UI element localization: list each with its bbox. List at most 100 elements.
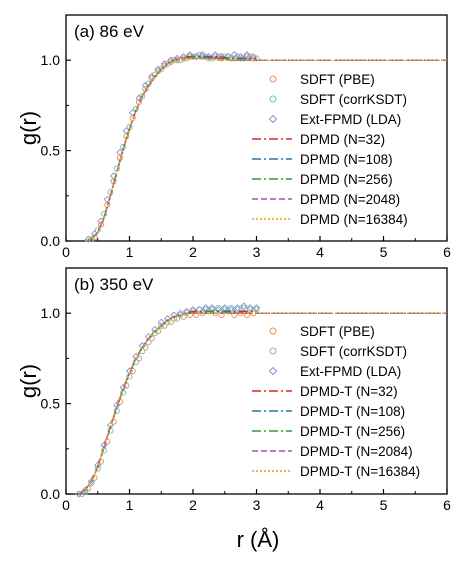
legend-item: DPMD-T (N=256) bbox=[252, 424, 405, 439]
data-point bbox=[158, 322, 165, 329]
y-tick-label: 1.0 bbox=[41, 52, 61, 68]
data-point bbox=[215, 304, 222, 311]
legend-label: DPMD-T (N=256) bbox=[300, 424, 405, 439]
legend-label: SDFT (corrKSDT) bbox=[300, 344, 407, 359]
x-tick-label: 0 bbox=[62, 244, 70, 260]
data-point bbox=[205, 52, 213, 61]
y-tick-label: 0.5 bbox=[41, 143, 61, 159]
data-point bbox=[240, 302, 248, 310]
legend-label: Ext-FPMD (LDA) bbox=[300, 364, 401, 379]
legend-label: Ext-FPMD (LDA) bbox=[300, 112, 401, 127]
legend-item: DPMD-T (N=32) bbox=[252, 384, 398, 399]
data-point bbox=[129, 108, 137, 117]
legend-marker bbox=[269, 95, 277, 103]
legend-item: SDFT (corrKSDT) bbox=[269, 344, 407, 359]
legend-label: DPMD-T (N=2084) bbox=[300, 444, 413, 459]
legend-item: Ext-FPMD (LDA) bbox=[268, 364, 401, 379]
legend-item: DPMD-T (N=2084) bbox=[252, 444, 413, 459]
x-tick-label: 5 bbox=[380, 244, 388, 260]
series bbox=[82, 304, 260, 496]
y-tick-label: 0.0 bbox=[41, 233, 61, 249]
series-line bbox=[84, 57, 447, 242]
legend-label: DPMD (N=2048) bbox=[300, 192, 400, 207]
legend: SDFT (PBE) SDFT (corrKSDT) Ext-FPMD (LDA) D… bbox=[252, 324, 420, 479]
series bbox=[78, 312, 447, 495]
panel-title: (b) 350 eV bbox=[74, 275, 154, 294]
series bbox=[88, 51, 260, 243]
x-tick-label: 1 bbox=[126, 244, 134, 260]
data-point bbox=[97, 221, 104, 228]
data-point bbox=[192, 52, 200, 61]
series bbox=[75, 302, 261, 498]
data-point bbox=[230, 51, 238, 59]
series bbox=[84, 55, 257, 242]
data-point bbox=[231, 55, 238, 62]
legend-item: DPMD (N=108) bbox=[252, 152, 393, 167]
series bbox=[84, 51, 257, 243]
legend-label: SDFT (corrKSDT) bbox=[300, 92, 407, 107]
x-tick-label: 3 bbox=[253, 497, 261, 513]
legend-marker bbox=[268, 366, 278, 376]
legend-item: DPMD-T (N=108) bbox=[252, 404, 405, 419]
data-point bbox=[161, 62, 168, 69]
data-point bbox=[176, 309, 184, 317]
legend-item: DPMD (N=16384) bbox=[252, 212, 408, 227]
x-tick-label: 4 bbox=[316, 244, 324, 260]
data-point bbox=[87, 477, 96, 485]
x-tick-label: 2 bbox=[189, 244, 197, 260]
data-point bbox=[135, 98, 143, 105]
data-point bbox=[163, 314, 172, 323]
data-point bbox=[151, 325, 159, 334]
legend-item: DPMD (N=256) bbox=[252, 172, 393, 187]
data-point bbox=[249, 52, 257, 61]
x-tick-label: 5 bbox=[380, 497, 388, 513]
data-point bbox=[135, 94, 143, 102]
data-point bbox=[243, 53, 251, 60]
data-point bbox=[247, 306, 254, 313]
legend-label: DPMD-T (N=16384) bbox=[300, 464, 420, 479]
data-point bbox=[122, 127, 130, 135]
data-point bbox=[240, 304, 247, 311]
x-tick-label: 6 bbox=[443, 244, 451, 260]
panel-title: (a) 86 eV bbox=[74, 22, 145, 41]
y-tick-label: 1.0 bbox=[41, 305, 61, 321]
data-point bbox=[84, 235, 92, 243]
legend-label: DPMD (N=256) bbox=[300, 172, 393, 187]
data-point bbox=[141, 81, 150, 90]
plot-frame bbox=[65, 14, 448, 242]
legend-marker bbox=[269, 75, 277, 83]
data-point bbox=[81, 486, 89, 495]
legend-item: DPMD (N=32) bbox=[252, 132, 385, 147]
data-point bbox=[253, 306, 260, 313]
data-point bbox=[164, 60, 171, 67]
series-line bbox=[78, 312, 447, 495]
legend-item: SDFT (PBE) bbox=[269, 72, 375, 87]
data-point bbox=[218, 311, 225, 319]
x-tick-label: 1 bbox=[126, 497, 134, 513]
data-point bbox=[214, 305, 223, 314]
legend-marker bbox=[269, 347, 277, 355]
data-point bbox=[167, 58, 174, 66]
data-point bbox=[202, 306, 209, 313]
data-point bbox=[170, 311, 178, 319]
series-line bbox=[78, 310, 257, 495]
data-point bbox=[228, 304, 235, 311]
series bbox=[91, 53, 257, 241]
x-tick-label: 2 bbox=[189, 497, 197, 513]
x-tick-label: 0 bbox=[62, 497, 70, 513]
data-point bbox=[183, 307, 191, 316]
legend-label: SDFT (PBE) bbox=[300, 72, 375, 87]
legend-label: DPMD (N=16384) bbox=[300, 212, 408, 227]
data-point bbox=[148, 72, 156, 81]
x-tick-label: 4 bbox=[316, 497, 324, 513]
legend-label: DPMD-T (N=32) bbox=[300, 384, 398, 399]
legend-marker bbox=[269, 327, 277, 335]
data-point bbox=[94, 227, 101, 234]
legend-label: DPMD (N=108) bbox=[300, 152, 393, 167]
y-axis-title: g(r) bbox=[16, 111, 41, 145]
y-tick-label: 0.5 bbox=[41, 396, 61, 412]
data-point bbox=[167, 319, 174, 326]
y-axis-title: g(r) bbox=[16, 364, 41, 398]
legend-item: Ext-FPMD (LDA) bbox=[268, 112, 401, 127]
